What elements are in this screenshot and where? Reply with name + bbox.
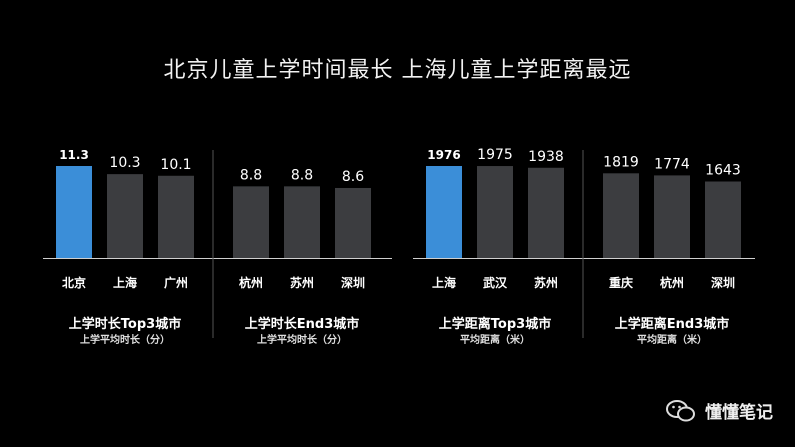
bar-g0-0	[56, 166, 92, 258]
group-3-subtitle: 平均距离（米）	[637, 335, 707, 346]
bar-g0-2	[158, 175, 194, 258]
group-2-subtitle: 平均距离（米）	[460, 335, 530, 346]
category-label-g0-0: 北京	[62, 275, 86, 290]
group-0-subtitle: 上学平均时长（分）	[80, 335, 170, 346]
value-label-g0-2: 10.1	[160, 157, 191, 173]
wechat-icon	[666, 399, 695, 421]
category-label-g0-2: 广州	[164, 275, 188, 290]
bar-g1-2	[335, 187, 371, 258]
watermark: 懂懂笔记	[665, 398, 773, 423]
value-label-g1-2: 8.6	[342, 169, 364, 185]
category-label-g1-1: 苏州	[290, 275, 314, 290]
value-label-g3-2: 1643	[705, 163, 741, 179]
value-label-g3-1: 1774	[654, 156, 690, 172]
category-label-g1-0: 杭州	[239, 275, 263, 290]
value-label-g3-0: 1819	[603, 154, 639, 170]
value-label-g1-0: 8.8	[240, 167, 262, 183]
group-1-subtitle: 上学平均时长（分）	[257, 335, 347, 346]
bar-g2-0	[426, 166, 462, 258]
group-2-title: 上学距离Top3城市	[438, 317, 552, 332]
bar-g2-2	[528, 167, 564, 258]
bar-g0-1	[107, 174, 143, 258]
value-label-g1-1: 8.8	[291, 167, 313, 183]
bar-g2-1	[477, 166, 513, 258]
bar-g3-1	[654, 175, 690, 258]
value-label-g0-0: 11.3	[59, 148, 89, 162]
chart-title: 北京儿童上学时间最长 上海儿童上学距离最远	[163, 58, 632, 83]
value-label-g2-2: 1938	[528, 149, 564, 165]
watermark-text: 懂懂笔记	[705, 403, 773, 423]
value-label-g2-0: 1976	[427, 148, 460, 162]
bar-g1-1	[284, 186, 320, 258]
bar-g1-0	[233, 186, 269, 258]
category-label-g0-1: 上海	[113, 275, 137, 290]
category-label-g2-2: 苏州	[534, 275, 558, 290]
group-1-title: 上学时长End3城市	[244, 317, 360, 332]
category-label-g3-1: 杭州	[660, 275, 684, 290]
value-label-g2-1: 1975	[477, 147, 513, 163]
group-0-title: 上学时长Top3城市	[68, 317, 182, 332]
bar-g3-2	[705, 181, 741, 258]
category-label-g2-0: 上海	[432, 275, 456, 290]
category-label-g1-2: 深圳	[341, 275, 365, 290]
category-label-g3-2: 深圳	[711, 275, 735, 290]
bar-g3-0	[603, 173, 639, 258]
category-label-g2-1: 武汉	[483, 275, 508, 290]
group-3-title: 上学距离End3城市	[614, 317, 730, 332]
category-label-g3-0: 重庆	[609, 275, 633, 290]
value-label-g0-1: 10.3	[109, 155, 140, 171]
